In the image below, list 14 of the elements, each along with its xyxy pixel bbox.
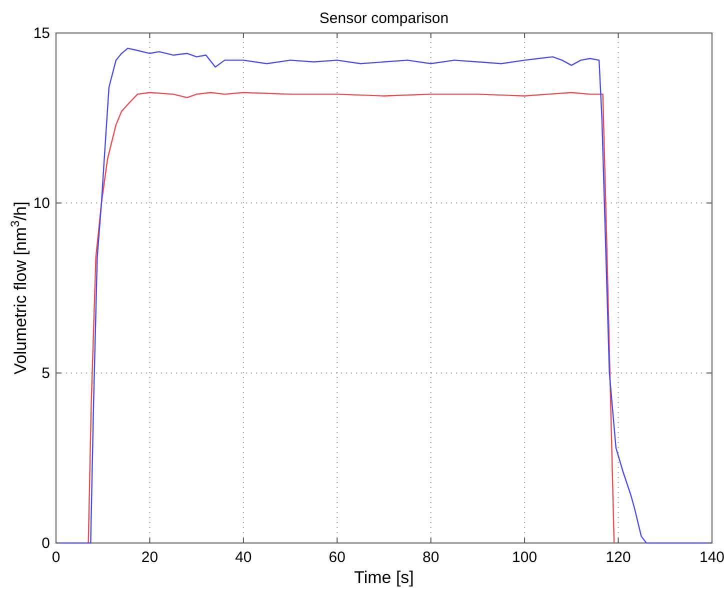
- x-tick-label: 20: [141, 549, 158, 566]
- x-tick-label: 60: [328, 549, 346, 566]
- chart-title: Sensor comparison: [319, 10, 449, 27]
- y-tick-label: 10: [33, 195, 50, 212]
- y-tick-label: 5: [42, 365, 50, 382]
- x-tick-label: 100: [512, 549, 538, 566]
- x-tick-label: 120: [606, 549, 631, 566]
- x-tick-label: 40: [235, 549, 252, 566]
- y-tick-label: 15: [33, 25, 50, 42]
- x-tick-label: 80: [422, 549, 440, 566]
- x-tick-label: 140: [699, 549, 725, 566]
- x-axis-title: Time [s]: [354, 568, 414, 587]
- y-tick-label: 0: [42, 535, 50, 552]
- line-series: [88, 92, 615, 544]
